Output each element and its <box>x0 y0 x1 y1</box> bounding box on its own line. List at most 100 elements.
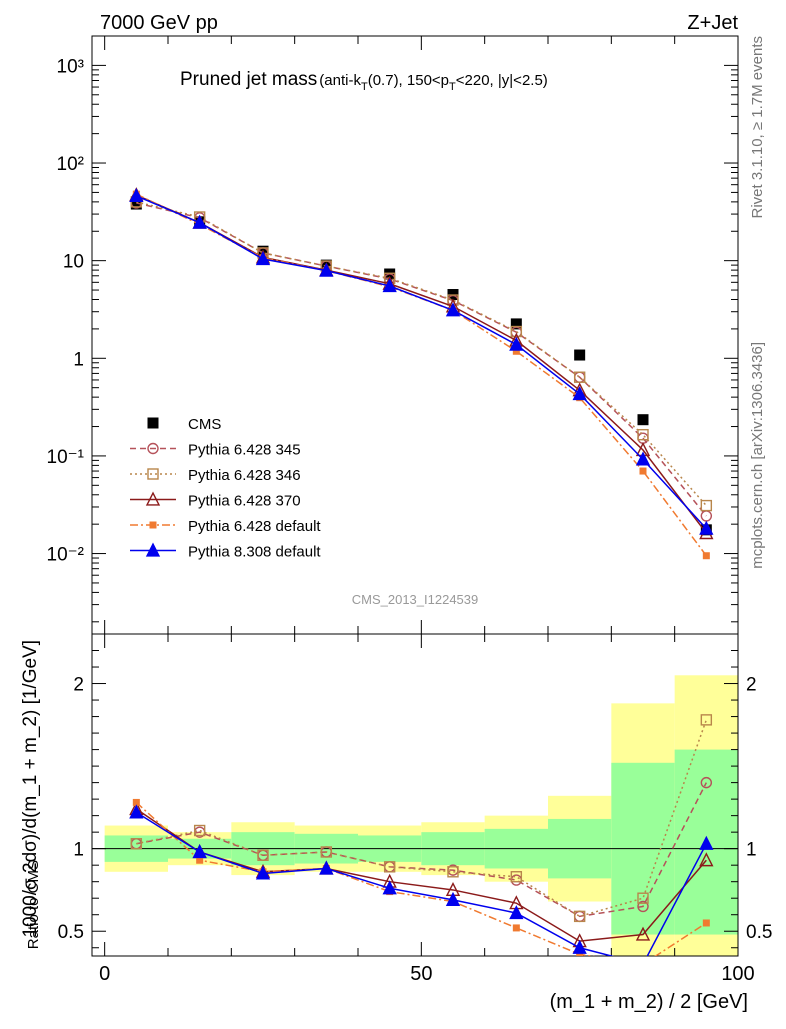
legend-marker-pdefault <box>149 521 157 529</box>
legend-marker-p370 <box>145 491 161 506</box>
ratio-point-p8 <box>699 835 714 850</box>
main-data <box>129 187 714 560</box>
ratio-point-p346 <box>637 892 649 904</box>
series-line-p8 <box>136 195 707 530</box>
point-pdefault <box>639 467 647 475</box>
point-p346 <box>637 428 649 441</box>
ratio-point-p345 <box>637 900 649 913</box>
legend-label-cms: CMS <box>188 416 221 433</box>
point-p8 <box>129 188 144 203</box>
ratio-point-p8 <box>129 804 144 819</box>
series-line-p346 <box>136 201 707 507</box>
point-p8 <box>382 278 397 293</box>
ratio-point-p8 <box>192 844 207 859</box>
y-tick-label-ratio-right: 0.5 <box>746 922 772 943</box>
point-p8 <box>319 262 334 277</box>
ratio-point-p8 <box>319 860 334 875</box>
point-p346 <box>573 371 586 383</box>
point-p8 <box>699 520 714 535</box>
ratio-uncertainty-bands <box>92 675 738 956</box>
ratio-point-p346 <box>700 714 713 726</box>
y-tick-label-ratio: 0.5 <box>58 922 84 943</box>
y-tick-label-main: 10³ <box>57 56 84 77</box>
legend-label-p345: Pythia 6.428 345 <box>188 442 301 459</box>
header-right: Z+Jet <box>687 12 738 34</box>
point-p8 <box>572 386 587 401</box>
point-p8 <box>509 336 524 351</box>
point-cms <box>130 198 142 210</box>
legend-marker-cms <box>147 417 159 429</box>
ratio-point-pdefault <box>512 924 520 932</box>
ratio-point-p346 <box>257 849 269 861</box>
point-p346 <box>510 325 523 338</box>
y-tick-label-main: 10⁻¹ <box>47 447 85 468</box>
point-cms <box>510 318 522 330</box>
ratio-point-pdefault <box>702 919 710 927</box>
y-tick-label-main: 10 <box>63 252 84 273</box>
main-ylabel: 1000/σ 2dσ)/d(m_1 + m_2) [1/GeV] <box>20 640 41 938</box>
ratio-ylabel: Ratio to CMS <box>25 860 42 949</box>
point-pdefault <box>702 552 710 560</box>
ratio-point-p346 <box>320 846 333 858</box>
y-tick-label-main: 10⁻² <box>47 545 85 566</box>
axis-ticks: 0 50 100 10⁻² 10⁻¹ 1 10 10² 10³ 0.5 0.5 1 1 2 2 <box>47 35 772 985</box>
legend: CMS Pythia 6.428 345 Pythia 6.428 346 Pythi… <box>130 416 321 561</box>
ratio-point-p8 <box>382 880 397 895</box>
legend-marker-p346 <box>147 468 159 480</box>
ratio-line-pdefault <box>135 801 707 956</box>
ratio-point-p346 <box>130 838 143 850</box>
point-pdefault <box>512 347 520 355</box>
mcplots-label: mcplots.cern.ch [arXiv:1306.3436] <box>749 342 766 569</box>
point-cms <box>574 349 586 361</box>
point-cms <box>637 414 649 426</box>
legend-label-p370: Pythia 6.428 370 <box>188 493 301 510</box>
ratio-line-p346 <box>136 719 708 918</box>
y-tick-label-main: 1 <box>73 349 84 370</box>
ratio-point-pdefault <box>640 961 647 968</box>
point-p8 <box>635 451 651 466</box>
legend-marker-p8 <box>145 542 161 557</box>
y-tick-label-ratio-right: 2 <box>746 675 757 696</box>
point-p8 <box>192 214 207 229</box>
y-tick-label-ratio: 1 <box>73 840 84 861</box>
y-tick-label-ratio-right: 1 <box>746 840 757 861</box>
ratio-line-p370 <box>135 808 707 942</box>
ratio-point-p346 <box>383 861 396 873</box>
point-p346 <box>700 499 713 512</box>
rivet-label: Rivet 3.1.10, ≥ 1.7M events <box>749 36 766 219</box>
header-left: 7000 GeV pp <box>100 12 218 34</box>
ratio-point-p8 <box>255 865 271 880</box>
point-p8 <box>445 302 461 317</box>
legend-label-p346: Pythia 6.428 346 <box>188 467 301 484</box>
main-title: Pruned jet mass (anti-kT(0.7), 150<pT<220… <box>180 69 548 93</box>
legend-label-p8: Pythia 8.308 default <box>188 544 321 561</box>
ratio-point-p370 <box>699 852 714 867</box>
y-tick-label-main: 10² <box>57 154 84 175</box>
ratio-point-p8 <box>572 939 587 954</box>
legend-marker-p345 <box>147 442 159 455</box>
ratio-point-pdefault <box>132 798 140 806</box>
ratio-data <box>129 714 714 970</box>
ratio-point-p346 <box>193 824 206 837</box>
ratio-point-p8 <box>509 905 524 920</box>
ratio-point-p346 <box>573 910 586 923</box>
ratio-line-p345 <box>136 782 708 918</box>
y-tick-label-ratio: 2 <box>73 675 84 696</box>
x-tick-label: 100 <box>721 963 754 985</box>
analysis-watermark: CMS_2013_I1224539 <box>352 592 479 607</box>
x-tick-label: 0 <box>99 963 110 985</box>
x-tick-label: 50 <box>410 963 432 985</box>
legend-label-pdefault: Pythia 6.428 default <box>188 518 321 535</box>
ratio-point-p346 <box>510 871 523 883</box>
ratio-point-pdefault <box>196 856 204 864</box>
ratio-line-p8 <box>135 811 707 956</box>
ratio-point-p370 <box>635 926 651 941</box>
xlabel: (m_1 + m_2) / 2 [GeV] <box>550 991 748 1013</box>
ratio-point-p8 <box>637 958 649 970</box>
ratio-panel-frame <box>91 633 739 957</box>
point-p8 <box>255 251 271 266</box>
ratio-point-p346 <box>447 866 459 878</box>
ratio-point-p8 <box>445 891 461 906</box>
ratio-point-p345 <box>700 776 713 789</box>
